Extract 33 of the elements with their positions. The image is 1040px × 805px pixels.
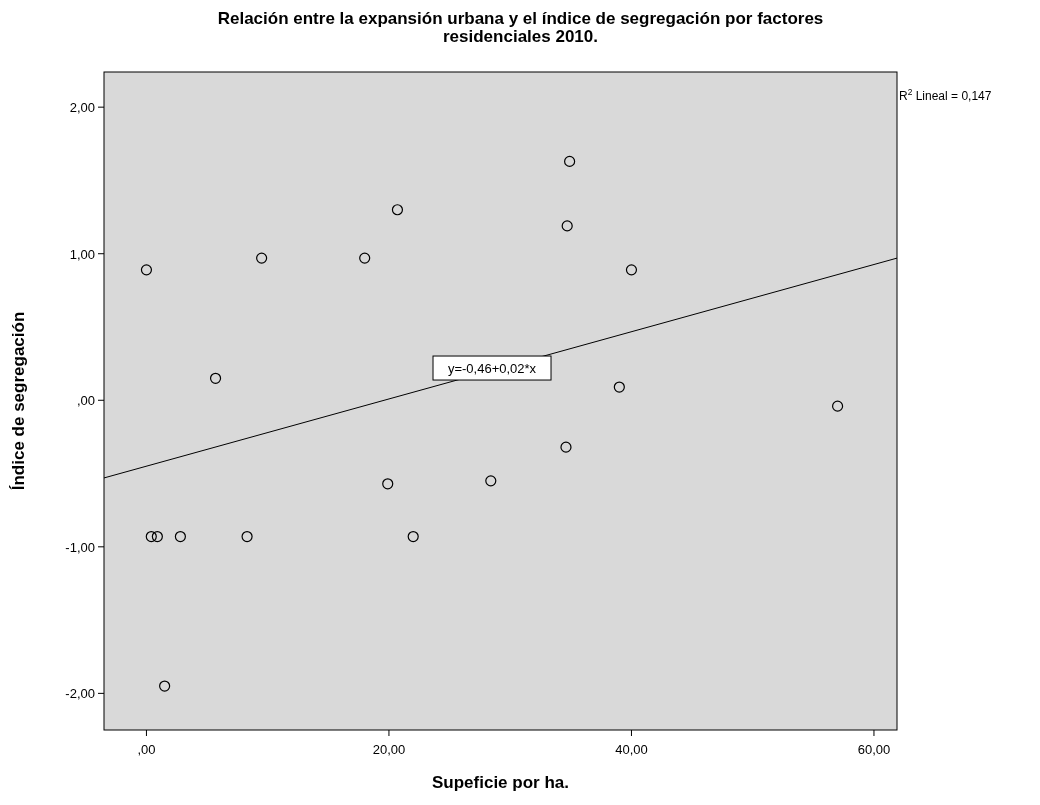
point: [560, 441, 572, 453]
y-tick-label: 2,00: [69, 100, 95, 116]
point: [209, 372, 222, 384]
y-tick-label: -2,00: [65, 686, 95, 702]
point: [625, 264, 638, 276]
y-tick-label: 1,00: [69, 246, 95, 262]
point: [613, 381, 625, 393]
x-tick-label: 60,00: [857, 742, 891, 757]
point: [485, 475, 497, 487]
point: [151, 530, 163, 543]
point: [359, 252, 371, 264]
x-tick-label: ,00: [137, 742, 156, 757]
point: [561, 220, 573, 232]
point: [391, 204, 404, 216]
point: [564, 155, 576, 167]
point: [382, 478, 394, 490]
y-tick-label: ,00: [76, 393, 95, 409]
text: R$^{2}$ Lineal = 0,147: [899, 87, 992, 103]
chart-title: Relación entre la expansión urbana y el índice de segregación por factores residenciales 2010.: [217, 9, 824, 46]
point: [140, 264, 153, 276]
x-tick-label: 20,00: [372, 742, 406, 757]
x-axis-title: Supeficie por ha.: [432, 773, 569, 792]
point: [241, 530, 253, 543]
x-tick-label: 40,00: [615, 742, 648, 757]
point: [407, 530, 419, 543]
annotation: y=-0,46+0,02*x: [447, 361, 537, 377]
y-axis-title: Índice de segregación: [9, 311, 28, 491]
point: [159, 680, 171, 692]
point: [831, 400, 844, 412]
point: [256, 252, 268, 264]
point: [145, 530, 157, 543]
y-tick-label: -1,00: [65, 539, 95, 555]
point: [174, 530, 186, 543]
